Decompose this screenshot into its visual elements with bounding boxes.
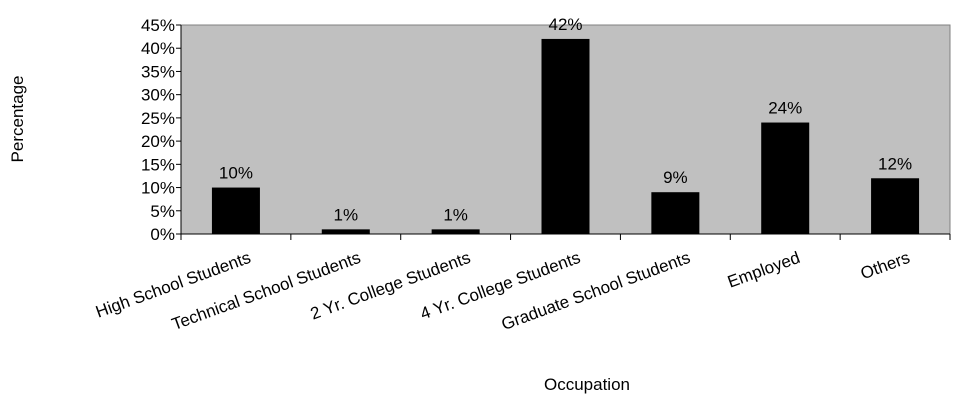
y-axis-label: Percentage <box>8 76 27 163</box>
bars <box>211 38 920 234</box>
bar-value-label: 42% <box>548 15 582 34</box>
x-category-label: Technical School Students <box>169 248 363 334</box>
bar <box>211 187 260 234</box>
x-axis <box>180 233 951 240</box>
value-labels: 10% 1% 1% 42% 9% 24% 12% <box>219 15 912 224</box>
bar-value-label: 24% <box>768 99 802 118</box>
x-axis-label: Occupation <box>544 375 630 394</box>
bar <box>651 192 700 234</box>
bar <box>761 122 810 234</box>
y-tick-label: 35% <box>141 62 175 81</box>
bar-value-label: 9% <box>663 168 688 187</box>
bar <box>321 229 370 234</box>
y-tick-label: 45% <box>141 16 175 35</box>
bar <box>541 38 590 234</box>
bar-value-label: 10% <box>219 164 253 183</box>
y-axis: 0% 5% 10% 15% 20% 25% 30% 35% 40% 45% <box>141 16 182 244</box>
x-category-label: Employed <box>725 248 803 292</box>
bar <box>871 178 920 234</box>
y-tick-label: 25% <box>141 109 175 128</box>
y-tick-label: 0% <box>150 225 175 244</box>
x-category-label: Others <box>858 248 912 283</box>
bar-value-label: 1% <box>443 205 468 224</box>
bar-value-label: 12% <box>878 154 912 173</box>
bar-value-label: 1% <box>333 205 358 224</box>
x-category-label: Graduate School Students <box>499 248 693 334</box>
y-tick-label: 20% <box>141 132 175 151</box>
y-tick-label: 30% <box>141 86 175 105</box>
y-tick-label: 5% <box>150 202 175 221</box>
y-tick-label: 15% <box>141 155 175 174</box>
y-tick-label: 10% <box>141 179 175 198</box>
y-tick-label: 40% <box>141 39 175 58</box>
bar <box>431 229 480 234</box>
